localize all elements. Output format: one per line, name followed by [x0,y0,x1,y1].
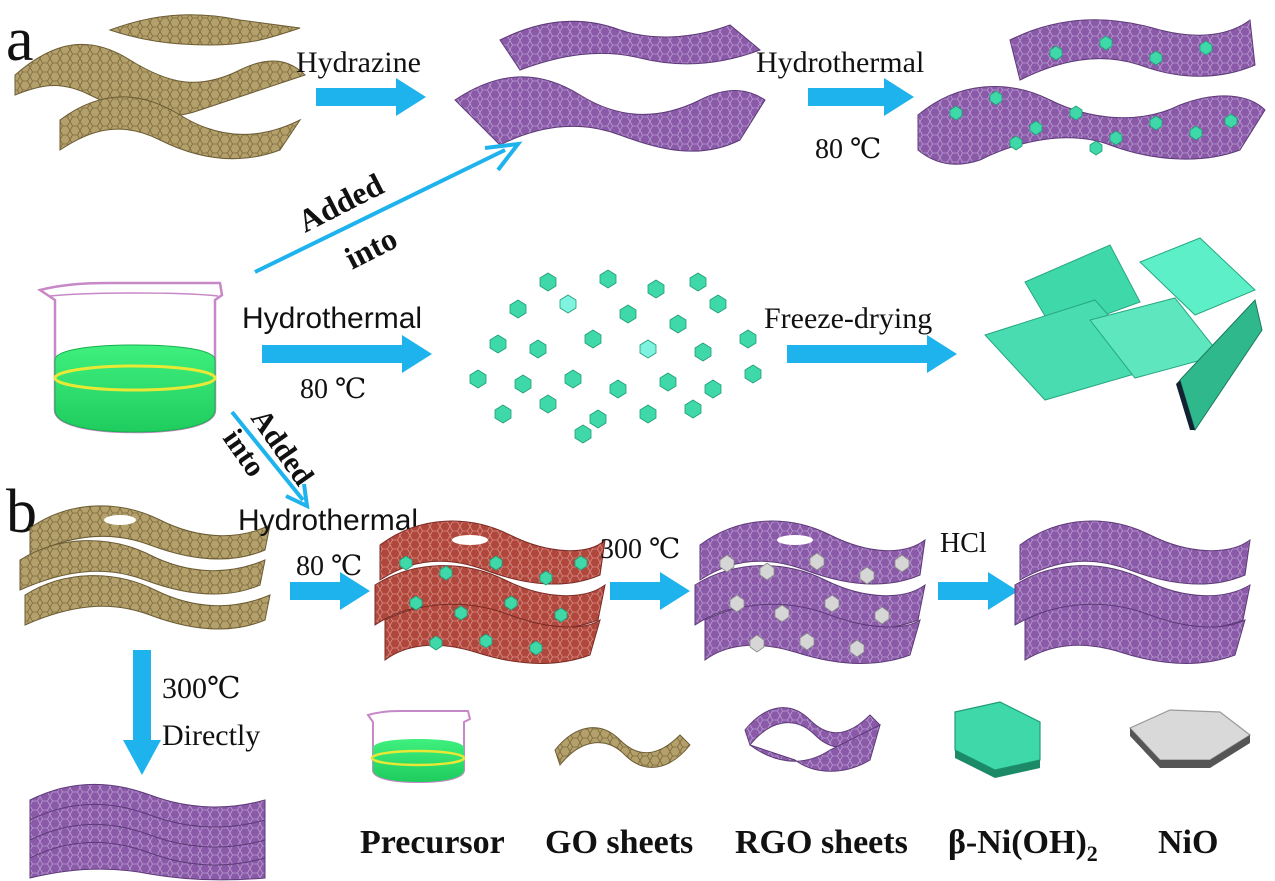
rgo-sheets-top [454,20,766,152]
label-hydrazine: Hydrazine [296,46,421,79]
label-hydrothermal-mid: Hydrothermal [242,302,422,335]
legend-label-nio: NiO [1158,824,1218,861]
label-temp-mid: 80 ℃ [300,374,366,405]
scattered-ni-hydroxide-hexagons [469,269,762,444]
label-hydrothermal-b: Hydrothermal [238,504,418,537]
legend-label-nioh-sub: 2 [1087,841,1098,866]
rgo-hex-composite-top [917,19,1266,165]
rgo-stack-final [1014,520,1251,664]
legend-label-go: GO sheets [545,824,693,861]
label-hydrothermal-top: Hydrothermal [756,46,924,79]
legend-precursor-icon [366,710,472,784]
arrow-added-into-low [230,410,310,510]
arrow-hydrothermal-top [808,78,914,116]
label-temp-b: 80 ℃ [296,551,362,582]
label-calcine: 300 ℃ [600,534,680,565]
ni-hydroxide-plates [984,237,1263,432]
legend-label-rgo: RGO sheets [735,824,908,861]
rgo-stack-direct [29,783,266,881]
arrow-direct [123,650,161,775]
legend-label-nioh-main: β-Ni(OH) [948,824,1087,861]
rgo-nio-stack [694,520,926,664]
arrow-calcine [610,572,690,610]
legend-label-nioh: β-Ni(OH)2 [948,824,1098,866]
go-sheets-top [14,14,306,160]
go-stack-b [19,505,271,630]
arrow-freeze-drying [787,335,957,373]
beaker-precursor [36,281,224,434]
label-acid: HCl [940,528,987,559]
legend-go-icon [554,727,691,768]
arrow-acid [938,572,1018,610]
legend-label-precursor: Precursor [360,824,505,861]
composite-stack-red [374,520,606,664]
label-freeze-drying: Freeze-drying [764,302,932,335]
legend-rgo-icon [744,707,881,772]
panel-label-a: a [6,6,34,74]
legend-nio-icon [1128,709,1252,768]
legend-nioh-icon [954,701,1041,778]
arrow-added-into-top [254,141,523,274]
label-directly: Directly [162,719,260,752]
label-direct-temp: 300℃ [162,672,241,705]
arrow-hydrothermal-b [290,572,370,610]
arrow-hydrazine [316,78,426,116]
arrow-hydrothermal-mid [262,335,432,373]
label-temp-top: 80 ℃ [815,134,881,165]
